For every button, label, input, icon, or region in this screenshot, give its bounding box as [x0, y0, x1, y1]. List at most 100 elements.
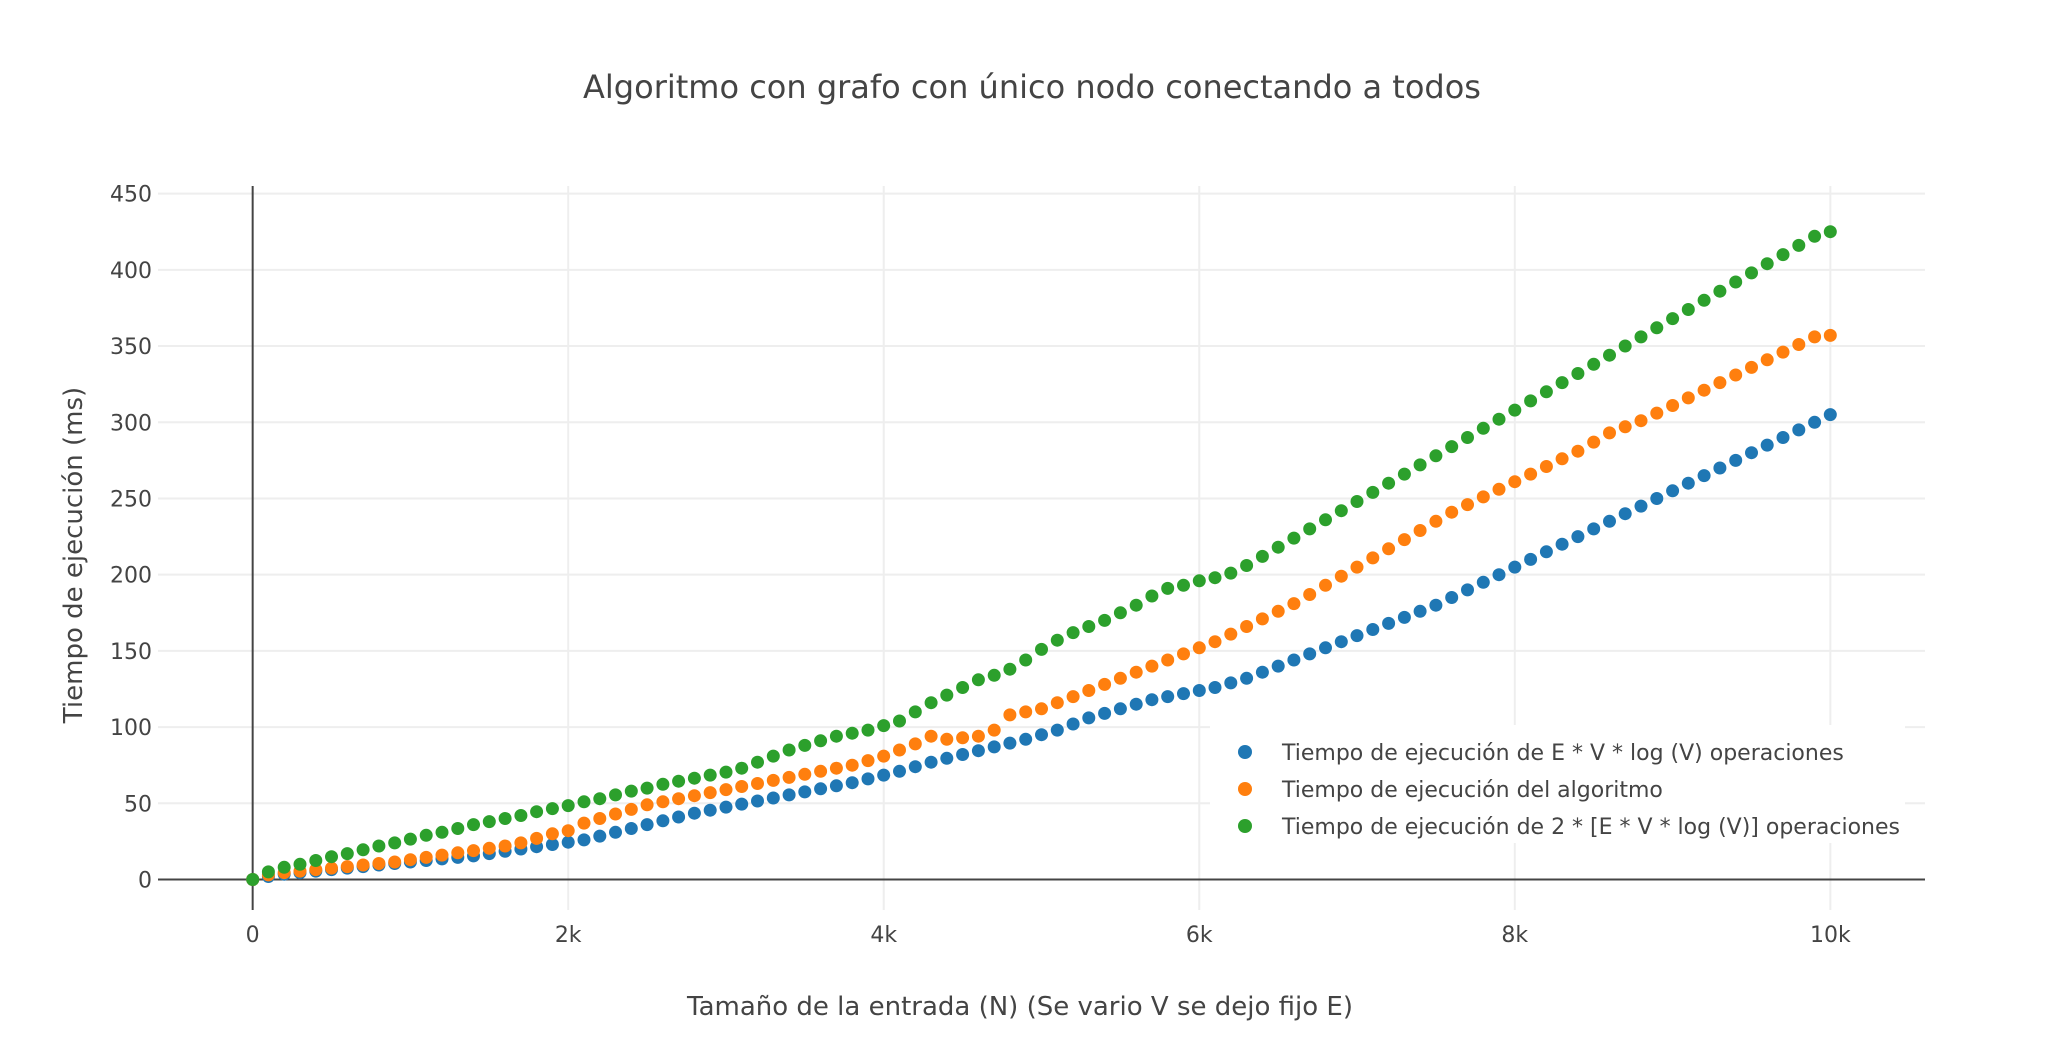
data-point	[1413, 604, 1427, 618]
x-axis-label: Tamaño de la entrada (N) (Se vario V se …	[686, 992, 1353, 1022]
data-point	[1524, 552, 1538, 566]
data-point	[798, 767, 812, 781]
axes	[158, 186, 1925, 910]
data-point	[845, 726, 859, 740]
data-point	[1255, 549, 1269, 563]
data-point	[435, 825, 449, 839]
data-point	[1445, 505, 1459, 519]
y-tick-label: 350	[110, 335, 152, 360]
data-point	[1129, 665, 1143, 679]
data-point	[561, 824, 575, 838]
legend-item[interactable]: Tiempo de ejecución del algoritmo	[1238, 778, 1663, 803]
data-point	[782, 743, 796, 757]
data-point	[814, 734, 828, 748]
y-tick-label: 0	[138, 869, 152, 894]
data-point	[577, 833, 591, 847]
data-point	[545, 802, 559, 816]
data-point	[1681, 303, 1695, 316]
data-point	[971, 673, 985, 687]
data-point	[1066, 690, 1080, 704]
data-point	[593, 792, 607, 806]
data-point	[1681, 391, 1695, 405]
data-point	[1461, 431, 1474, 444]
data-point	[1050, 633, 1064, 647]
data-point	[1461, 498, 1474, 512]
data-point	[1397, 467, 1411, 481]
legend-label: Tiempo de ejecución del algoritmo	[1281, 778, 1663, 803]
data-point	[861, 723, 875, 737]
data-point	[1745, 266, 1758, 280]
data-point	[640, 818, 654, 832]
data-point	[924, 755, 938, 769]
data-point	[1255, 665, 1269, 679]
data-point	[1050, 696, 1064, 710]
data-point	[766, 791, 780, 805]
legend-label: Tiempo de ejecución de E * V * log (V) o…	[1281, 741, 1844, 766]
data-point	[1113, 671, 1127, 685]
data-point	[1681, 476, 1695, 490]
y-tick-label: 400	[110, 259, 152, 284]
data-point	[877, 719, 891, 733]
data-point	[1760, 438, 1774, 452]
data-point	[609, 825, 622, 839]
data-point	[1319, 513, 1332, 527]
data-point	[514, 836, 528, 850]
data-point	[656, 814, 670, 828]
data-point	[1808, 415, 1822, 429]
data-point	[1240, 559, 1254, 572]
data-point	[703, 786, 717, 800]
data-point	[1208, 571, 1222, 585]
data-point	[1539, 460, 1553, 473]
data-point	[1224, 566, 1238, 580]
data-point	[1729, 453, 1743, 467]
data-point	[829, 761, 843, 775]
series-2	[246, 328, 1837, 886]
data-point	[1792, 338, 1806, 351]
data-point	[1019, 732, 1033, 746]
data-point	[1745, 446, 1758, 460]
data-point	[1287, 653, 1301, 667]
data-point	[388, 836, 402, 850]
data-point	[798, 738, 812, 752]
data-point	[1823, 408, 1837, 422]
x-tick-label: 2k	[555, 923, 582, 948]
data-point	[1508, 403, 1522, 417]
y-tick-label: 450	[110, 183, 152, 208]
data-point	[672, 774, 686, 788]
data-point	[1192, 684, 1206, 697]
data-point	[829, 729, 843, 743]
data-point	[577, 795, 591, 809]
data-point	[356, 858, 370, 872]
legend-item[interactable]: Tiempo de ejecución de 2 * [E * V * log …	[1238, 815, 1900, 840]
data-point	[1382, 616, 1396, 630]
data-point	[1776, 345, 1790, 359]
data-point	[451, 846, 465, 860]
data-point	[1666, 312, 1680, 326]
data-point	[1508, 560, 1522, 574]
data-point	[1098, 677, 1112, 691]
data-point	[1792, 238, 1806, 252]
data-point	[1603, 426, 1616, 440]
data-point	[1098, 613, 1112, 627]
data-point	[561, 799, 575, 813]
data-point	[1555, 452, 1569, 466]
data-point	[1319, 578, 1332, 592]
data-point	[908, 705, 922, 719]
data-point	[624, 802, 638, 816]
data-point	[672, 810, 686, 824]
data-point	[908, 737, 922, 751]
legend-marker	[1238, 819, 1252, 833]
legend-item[interactable]: Tiempo de ejecución de E * V * log (V) o…	[1238, 741, 1844, 766]
data-point	[1713, 284, 1727, 298]
data-point	[1255, 612, 1269, 626]
data-point	[419, 828, 433, 842]
series-3	[246, 225, 1837, 886]
data-point	[719, 765, 733, 779]
data-point	[1350, 560, 1364, 574]
data-point	[1429, 598, 1443, 612]
data-point	[1003, 736, 1017, 750]
data-point	[735, 797, 749, 811]
data-point	[1760, 353, 1774, 367]
data-point	[1161, 653, 1175, 667]
data-point	[403, 832, 417, 846]
